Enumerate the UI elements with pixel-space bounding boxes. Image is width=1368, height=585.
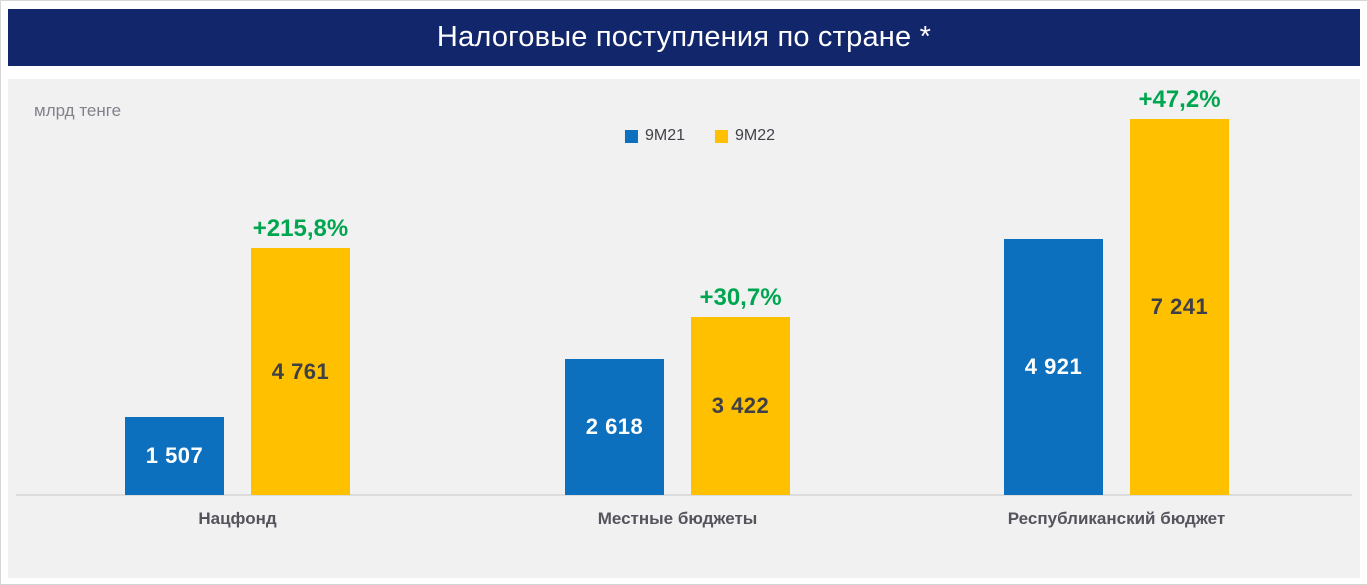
bar-group-respublikanskiy: 4 921 7 241 +47,2%: [1004, 79, 1229, 495]
bar-9m21-respublikanskiy: 4 921: [1004, 239, 1103, 495]
bar-9m21-mestnye: 2 618: [565, 359, 664, 495]
growth-percent-label: +47,2%: [1138, 86, 1221, 113]
category-label-mestnye: Местные бюджеты: [597, 509, 758, 528]
bar-group-natsfond: 1 507 4 761 +215,8%: [125, 79, 350, 495]
legend-label-9m21: 9M21: [644, 127, 685, 144]
bar-9m22-natsfond: 4 761 +215,8%: [251, 215, 350, 495]
category-label-natsfond: Нацфонд: [198, 509, 277, 528]
chart-legend: 9M21 9M22: [624, 127, 775, 145]
chart-title-bar: Налоговые поступления по стране *: [8, 9, 1360, 66]
bar-value-label: 2 618: [585, 414, 644, 439]
legend-swatch-9m22: [715, 129, 728, 143]
bar-value-label: 4 921: [1024, 354, 1083, 379]
category-label-respublikanskiy: Республиканский бюджет: [1007, 509, 1226, 528]
bar-group-mestnye: 2 618 3 422 +30,7%: [565, 79, 790, 495]
legend-item-9m21: 9M21: [624, 127, 685, 145]
bar-9m22-respublikanskiy: 7 241 +47,2%: [1130, 86, 1229, 495]
chart-area: млрд тенге 9M21 9M22 1 507 4 761 +215,8%: [8, 79, 1360, 578]
bar-value-label: 3 422: [711, 393, 770, 418]
growth-percent-label: +215,8%: [252, 215, 349, 242]
bar-value-label: 7 241: [1150, 294, 1209, 319]
bar-value-label: 4 761: [271, 358, 330, 384]
axis-unit-label: млрд тенге: [34, 101, 122, 120]
legend-label-9m22: 9M22: [735, 127, 776, 144]
bar-9m22-mestnye: 3 422 +30,7%: [691, 284, 790, 495]
bar-9m21-natsfond: 1 507: [125, 417, 224, 495]
growth-percent-label: +30,7%: [699, 284, 782, 311]
legend-swatch-9m21: [624, 129, 638, 143]
legend-item-9m22: 9M22: [715, 127, 775, 145]
bar-value-label: 1 507: [145, 443, 204, 468]
plot-area: 1 507 4 761 +215,8% 2 618 3 422 +30,7%: [8, 79, 1360, 496]
x-axis-baseline: [16, 494, 1352, 496]
page-title: Налоговые поступления по стране *: [436, 21, 932, 53]
